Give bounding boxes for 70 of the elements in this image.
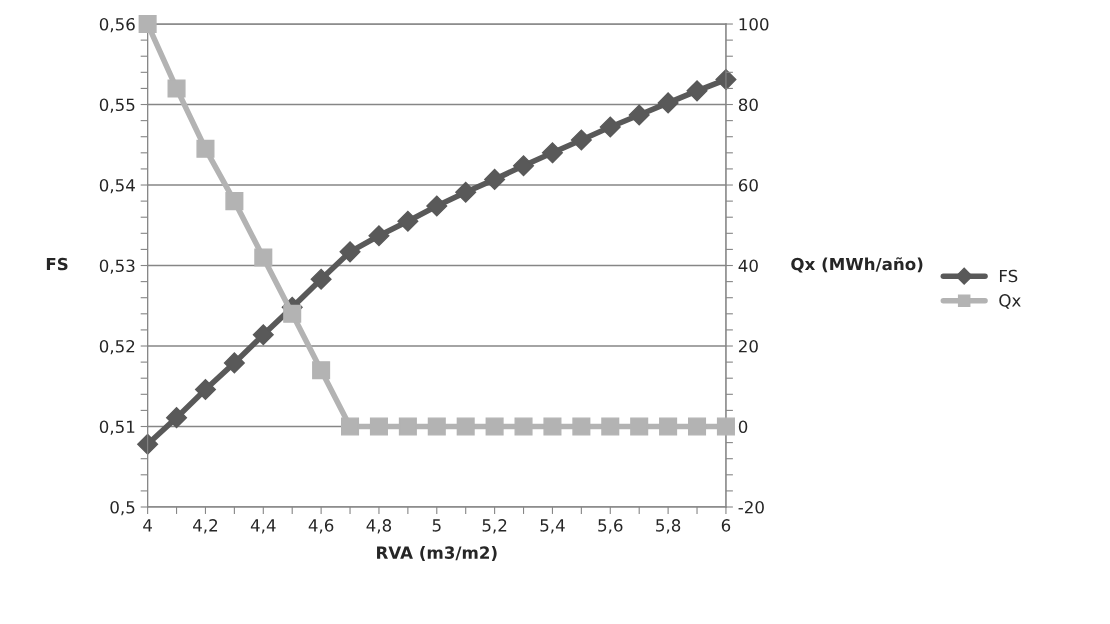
y2-tick-label: 0 <box>738 420 748 434</box>
point <box>167 79 186 98</box>
point <box>310 268 332 290</box>
x-tick-label: 4,4 <box>250 519 276 534</box>
point <box>687 417 707 436</box>
x-tick-label: 5 <box>432 519 441 532</box>
x-tick-label: 5,2 <box>482 519 507 534</box>
y-tick-label: 0,51 <box>99 420 135 435</box>
point <box>397 210 419 232</box>
point <box>137 433 159 455</box>
point <box>283 304 302 323</box>
point <box>427 417 446 436</box>
point <box>659 417 678 436</box>
y-axis-title: FS <box>46 257 68 271</box>
x-tick-label: 5,8 <box>656 519 681 534</box>
x-tick-label: 4,2 <box>193 519 218 534</box>
point <box>252 324 274 346</box>
y2-tick-label: -20 <box>738 500 764 514</box>
y2-tick-label: 20 <box>738 339 758 353</box>
point <box>223 352 245 374</box>
point <box>138 14 157 34</box>
point <box>599 116 621 138</box>
point <box>225 192 244 211</box>
x-axis-title: RVA (m3/m2) <box>377 546 497 561</box>
y-tick-label: 0,53 <box>99 259 135 274</box>
y2-tick-label: 80 <box>738 98 758 112</box>
y2-tick-label: 40 <box>738 259 758 273</box>
legend-label: Qx <box>999 294 1021 309</box>
y2-tick-label: 100 <box>739 17 769 31</box>
point <box>514 417 533 436</box>
y-tick-label: 0,56 <box>99 17 135 33</box>
point <box>341 417 360 436</box>
point <box>456 417 475 436</box>
point <box>572 417 591 436</box>
point <box>543 417 562 436</box>
y2-tick-label: 60 <box>738 178 758 192</box>
point <box>485 417 504 436</box>
point <box>369 417 388 436</box>
point <box>601 417 620 436</box>
point <box>426 195 448 217</box>
point <box>312 361 331 380</box>
legend-label: FS <box>999 269 1018 283</box>
point <box>570 129 592 151</box>
y-tick-label: 0,52 <box>99 339 135 355</box>
point <box>716 417 735 436</box>
point <box>196 139 215 158</box>
x-tick-label: 5,6 <box>598 519 623 534</box>
point <box>398 417 417 436</box>
y-tick-label: 0,55 <box>99 98 135 113</box>
point <box>630 417 649 436</box>
point <box>541 142 563 164</box>
point <box>686 80 708 102</box>
point <box>368 225 390 247</box>
point <box>513 155 535 177</box>
x-tick-label: 6 <box>721 519 731 532</box>
point <box>254 248 273 267</box>
y2-axis-title: Qx (MWh/año) <box>791 257 923 273</box>
point <box>166 407 188 429</box>
x-tick-label: 4,8 <box>366 519 392 534</box>
y-tick-label: 0,5 <box>110 500 135 516</box>
point <box>194 378 216 400</box>
point <box>339 241 361 263</box>
point <box>628 104 650 126</box>
y-tick-label: 0,54 <box>99 178 135 194</box>
point <box>657 92 679 114</box>
point <box>455 181 477 203</box>
point <box>484 168 506 190</box>
x-tick-label: 4,6 <box>308 519 334 534</box>
x-tick-label: 4 <box>143 519 152 532</box>
x-tick-label: 5,4 <box>540 519 565 534</box>
